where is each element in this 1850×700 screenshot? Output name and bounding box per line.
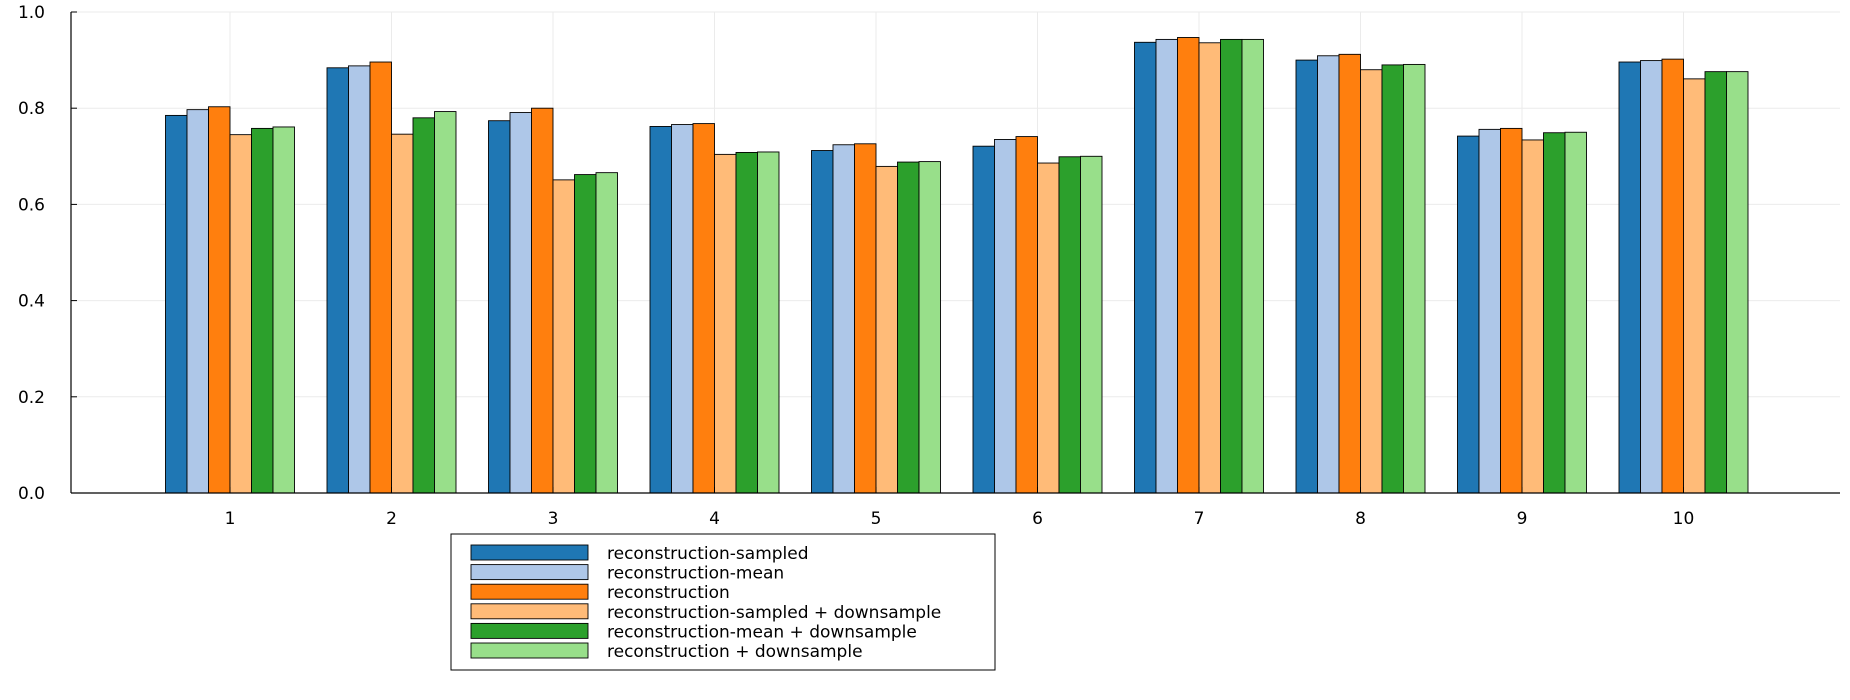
bar-reconstruction-4 — [692, 123, 715, 494]
bar-reconstruction-10 — [1661, 58, 1684, 494]
bar-reconstruction-mean-5 — [832, 144, 855, 494]
bar-reconstruction-mean-3 — [509, 112, 532, 494]
bar-reconstruction-sampled-downsample-8 — [1360, 69, 1383, 494]
bar-reconstruction-7 — [1177, 37, 1200, 494]
bar-reconstruction-mean-downsample-2 — [412, 117, 435, 494]
bar-reconstruction-5 — [854, 143, 877, 494]
x-tick-label: 9 — [1517, 509, 1528, 529]
x-tick-label: 7 — [1194, 509, 1205, 529]
legend-label: reconstruction-mean + downsample — [607, 622, 917, 642]
bar-reconstruction-downsample-4 — [757, 151, 780, 494]
bar-reconstruction-mean-downsample-7 — [1220, 38, 1243, 494]
legend-label: reconstruction + downsample — [607, 642, 863, 662]
bar-reconstruction-sampled-1 — [165, 114, 188, 494]
bar-reconstruction-downsample-10 — [1726, 71, 1749, 494]
x-tick-label: 10 — [1673, 509, 1695, 529]
bar-reconstruction-sampled-downsample-1 — [229, 134, 252, 494]
bar-reconstruction-2 — [369, 61, 392, 494]
bar-reconstruction-mean-downsample-4 — [735, 152, 758, 494]
bar-reconstruction-sampled-downsample-5 — [875, 165, 898, 494]
bar-reconstruction-8 — [1338, 53, 1361, 494]
bar-reconstruction-mean-7 — [1155, 38, 1178, 494]
legend-swatch — [470, 544, 589, 561]
legend-swatch — [470, 603, 589, 620]
bar-reconstruction-sampled-6 — [972, 145, 995, 494]
axes: 0.0 0.2 0.4 0.6 0.8 1.0 1 2 3 4 5 6 7 8 9 10 — [18, 3, 1840, 529]
bar-reconstruction-1 — [208, 106, 231, 494]
bar-reconstruction-sampled-downsample-10 — [1683, 78, 1706, 494]
bar-reconstruction-mean-downsample-8 — [1381, 64, 1404, 494]
bar-reconstruction-sampled-downsample-4 — [714, 153, 737, 494]
legend-label: reconstruction-sampled + downsample — [607, 603, 941, 623]
bar-reconstruction-6 — [1015, 136, 1038, 494]
bar-reconstruction-mean-1 — [186, 109, 209, 494]
legend-swatch — [470, 564, 589, 581]
bar-reconstruction-downsample-6 — [1080, 155, 1103, 494]
x-tick-label: 6 — [1032, 509, 1043, 529]
bar-reconstruction-sampled-4 — [649, 126, 672, 494]
bars — [165, 37, 1749, 494]
bar-reconstruction-9 — [1500, 127, 1523, 494]
bar-reconstruction-sampled-downsample-3 — [552, 179, 575, 494]
bar-reconstruction-3 — [531, 107, 554, 494]
bar-reconstruction-sampled-downsample-9 — [1521, 139, 1544, 494]
bar-reconstruction-downsample-8 — [1403, 63, 1426, 494]
legend-label: reconstruction-mean — [607, 564, 784, 584]
bar-reconstruction-sampled-9 — [1457, 135, 1480, 494]
bar-reconstruction-sampled-7 — [1134, 41, 1157, 494]
bar-reconstruction-mean-4 — [671, 124, 694, 494]
bar-reconstruction-mean-downsample-9 — [1543, 132, 1566, 494]
bar-reconstruction-mean-10 — [1640, 60, 1663, 494]
y-tick-label: 1.0 — [18, 3, 45, 23]
legend-label: reconstruction-sampled — [607, 544, 809, 564]
bar-reconstruction-downsample-2 — [434, 111, 457, 494]
bar-reconstruction-mean-9 — [1478, 128, 1501, 494]
x-tick-label: 5 — [871, 509, 882, 529]
bar-reconstruction-mean-8 — [1317, 55, 1340, 494]
bar-reconstruction-downsample-7 — [1241, 38, 1264, 494]
bar-reconstruction-mean-downsample-10 — [1704, 71, 1727, 494]
bar-reconstruction-sampled-downsample-7 — [1198, 42, 1221, 494]
legend-swatch — [470, 642, 589, 659]
bar-reconstruction-mean-downsample-1 — [251, 127, 274, 494]
x-tick-label: 8 — [1355, 509, 1366, 529]
x-tick-label: 1 — [225, 509, 236, 529]
bar-reconstruction-sampled-downsample-2 — [391, 133, 414, 494]
bar-reconstruction-downsample-1 — [272, 126, 295, 494]
legend: reconstruction-sampledreconstruction-mea… — [450, 533, 996, 671]
legend-swatch — [470, 622, 589, 639]
y-tick-label: 0.6 — [18, 195, 45, 215]
legend-swatch — [470, 583, 589, 600]
bar-reconstruction-mean-6 — [994, 139, 1017, 494]
bar-reconstruction-sampled-3 — [488, 120, 511, 494]
y-tick-label: 0.2 — [18, 388, 45, 408]
x-tick-label: 3 — [548, 509, 559, 529]
y-tick-label: 0.8 — [18, 99, 45, 119]
bar-reconstruction-sampled-downsample-6 — [1037, 162, 1060, 494]
y-tick-label: 0.4 — [18, 292, 45, 312]
bar-reconstruction-sampled-8 — [1295, 59, 1318, 494]
x-tick-label: 4 — [709, 509, 720, 529]
bar-reconstruction-mean-downsample-5 — [897, 161, 920, 494]
x-tick-label: 2 — [386, 509, 397, 529]
bar-reconstruction-sampled-5 — [811, 150, 834, 494]
bar-reconstruction-mean-downsample-6 — [1058, 156, 1081, 494]
y-tick-label: 0.0 — [18, 484, 45, 504]
bar-reconstruction-downsample-3 — [595, 172, 618, 494]
bar-reconstruction-mean-2 — [348, 65, 371, 494]
legend-label: reconstruction — [607, 583, 730, 603]
bar-reconstruction-downsample-9 — [1564, 131, 1587, 494]
bar-reconstruction-downsample-5 — [918, 161, 941, 494]
bar-reconstruction-mean-downsample-3 — [574, 174, 597, 494]
bar-reconstruction-sampled-10 — [1618, 61, 1641, 494]
bar-reconstruction-sampled-2 — [326, 67, 349, 494]
